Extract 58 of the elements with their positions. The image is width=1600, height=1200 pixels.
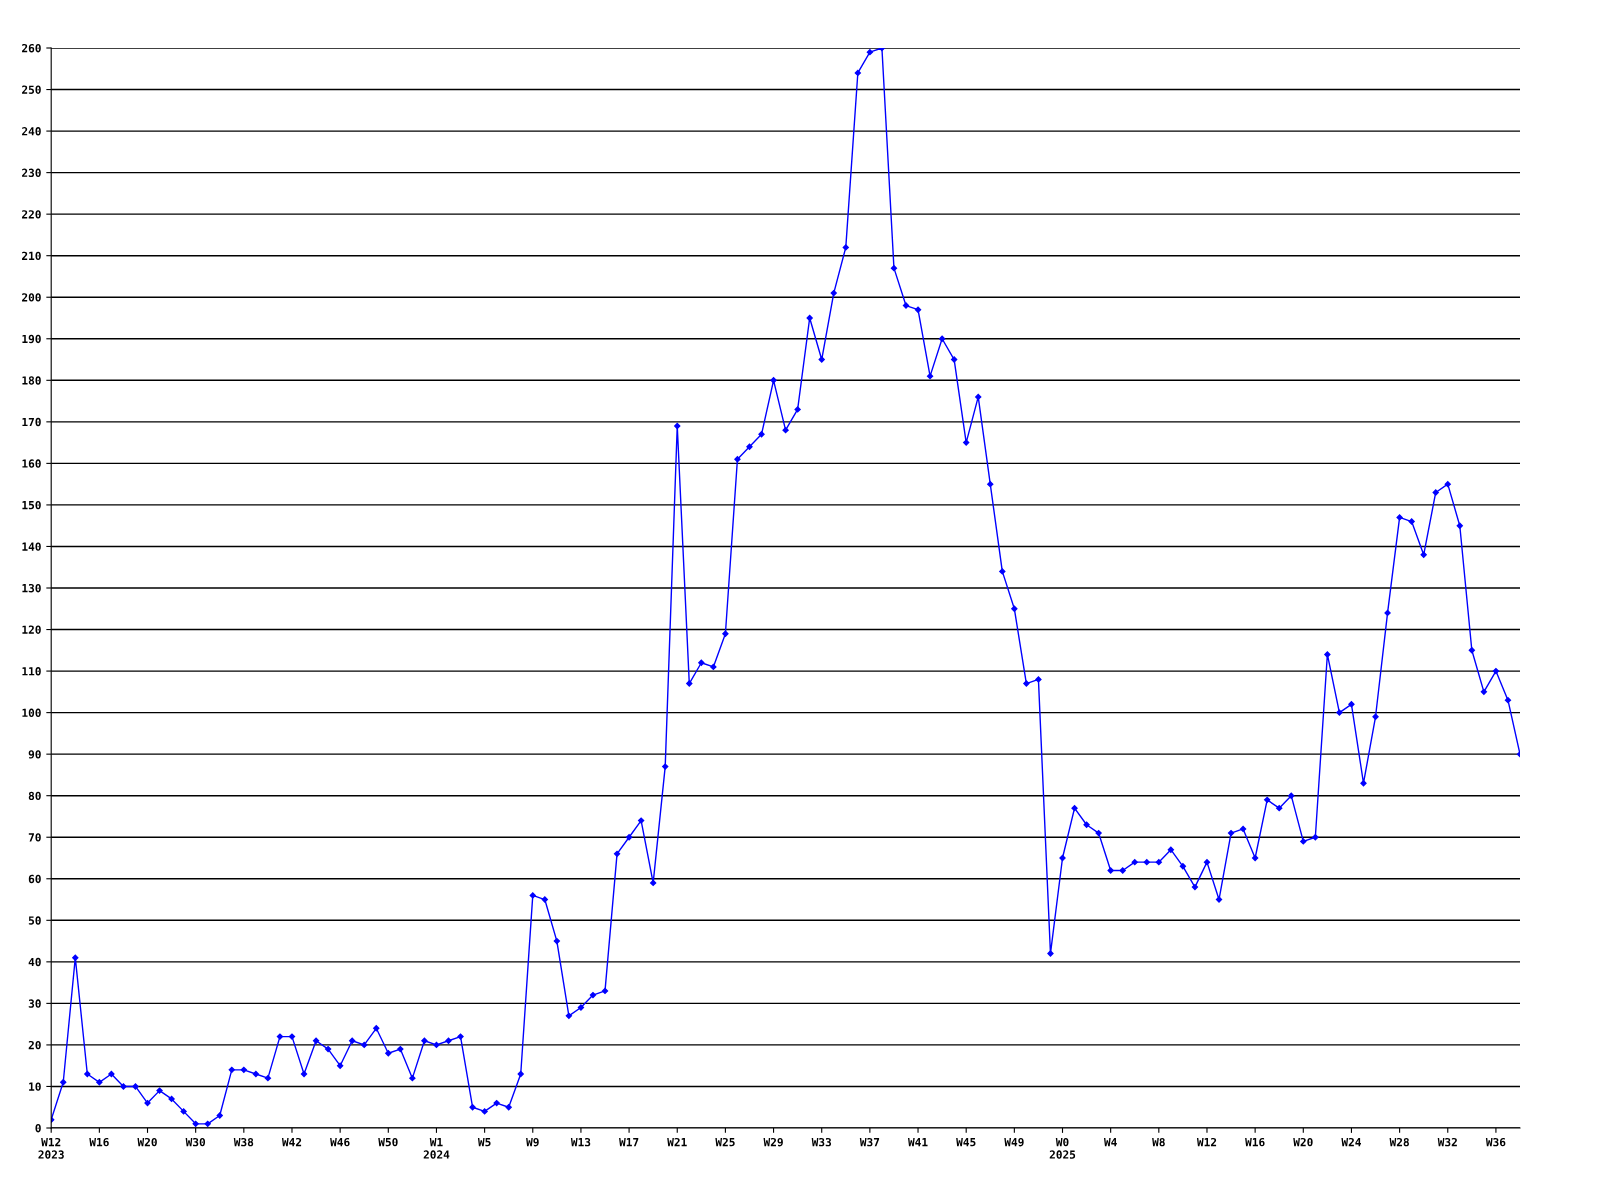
y-tick-label: 90 [28,750,41,759]
y-tick-label: 100 [22,708,41,717]
x-tick-label: W49 [1004,1137,1024,1147]
x-tick-label: W12 [1196,1137,1217,1147]
y-tick-label: 40 [28,957,41,967]
y-tick-label: 140 [22,542,41,551]
x-tick-label: W25 [715,1137,735,1147]
y-tick-label: 0 [35,1123,41,1133]
y-tick-label: 240 [22,127,41,136]
x-tick-label: W5 [477,1138,491,1147]
x-tick-label: W0 2025 [1049,1137,1076,1159]
x-tick-label: W9 [526,1137,539,1147]
x-tick-label: W17 [619,1138,639,1147]
y-tick-label: 200 [22,293,41,302]
x-tick-label: W50 [378,1137,398,1147]
x-tick-label: W20 [1293,1137,1313,1147]
y-tick-label: 20 [28,1040,41,1050]
y-tick-label: 110 [22,667,41,676]
x-tick-label: W28 [1389,1137,1409,1147]
x-tick-label: W30 [185,1137,206,1147]
x-tick-label: W29 [763,1137,783,1147]
y-tick-label: 30 [28,999,41,1008]
x-tick-label: W12 2023 [38,1137,64,1159]
x-tick-label: W16 [1245,1137,1265,1147]
x-tick-label: W33 [811,1137,832,1147]
y-tick-label: 10 [29,1082,41,1091]
y-tick-label: 220 [22,210,41,219]
x-tick-label: W36 [1485,1137,1506,1147]
y-tick-label: 250 [22,85,41,94]
x-tick-label: W4 [1103,1138,1117,1147]
y-tick-label: 260 [22,43,41,53]
y-tick-label: 190 [22,334,41,344]
x-tick-label: W24 [1341,1137,1361,1147]
y-tick-label: 210 [22,251,41,261]
x-tick-label: W38 [233,1137,254,1147]
x-tick-label: W21 [667,1137,687,1147]
x-tick-label: W16 [89,1137,109,1147]
x-tick-label: W1 2024 [423,1138,450,1159]
y-tick-label: 120 [22,625,41,634]
x-tick-label: W32 [1437,1137,1457,1147]
x-tick-label: W8 [1152,1137,1165,1147]
y-tick-label: 150 [22,500,41,510]
x-tick-label: W45 [956,1138,976,1147]
x-tick-label: W41 [908,1138,928,1147]
x-tick-label: W13 [570,1137,591,1147]
x-tick-label: W46 [330,1137,350,1147]
y-tick-label: 60 [28,874,41,884]
y-tick-label: 70 [28,833,41,842]
y-tick-label: 160 [22,459,41,468]
y-tick-label: 230 [22,168,41,177]
y-tick-label: 170 [22,417,41,427]
y-tick-label: 180 [22,376,41,385]
y-tick-label: 80 [28,791,41,801]
y-tick-label: 130 [22,583,41,593]
y-tick-label: 50 [28,916,41,925]
x-tick-label: W20 [137,1137,157,1147]
x-tick-label: W37 [859,1137,880,1147]
x-tick-label: W42 [281,1137,302,1147]
